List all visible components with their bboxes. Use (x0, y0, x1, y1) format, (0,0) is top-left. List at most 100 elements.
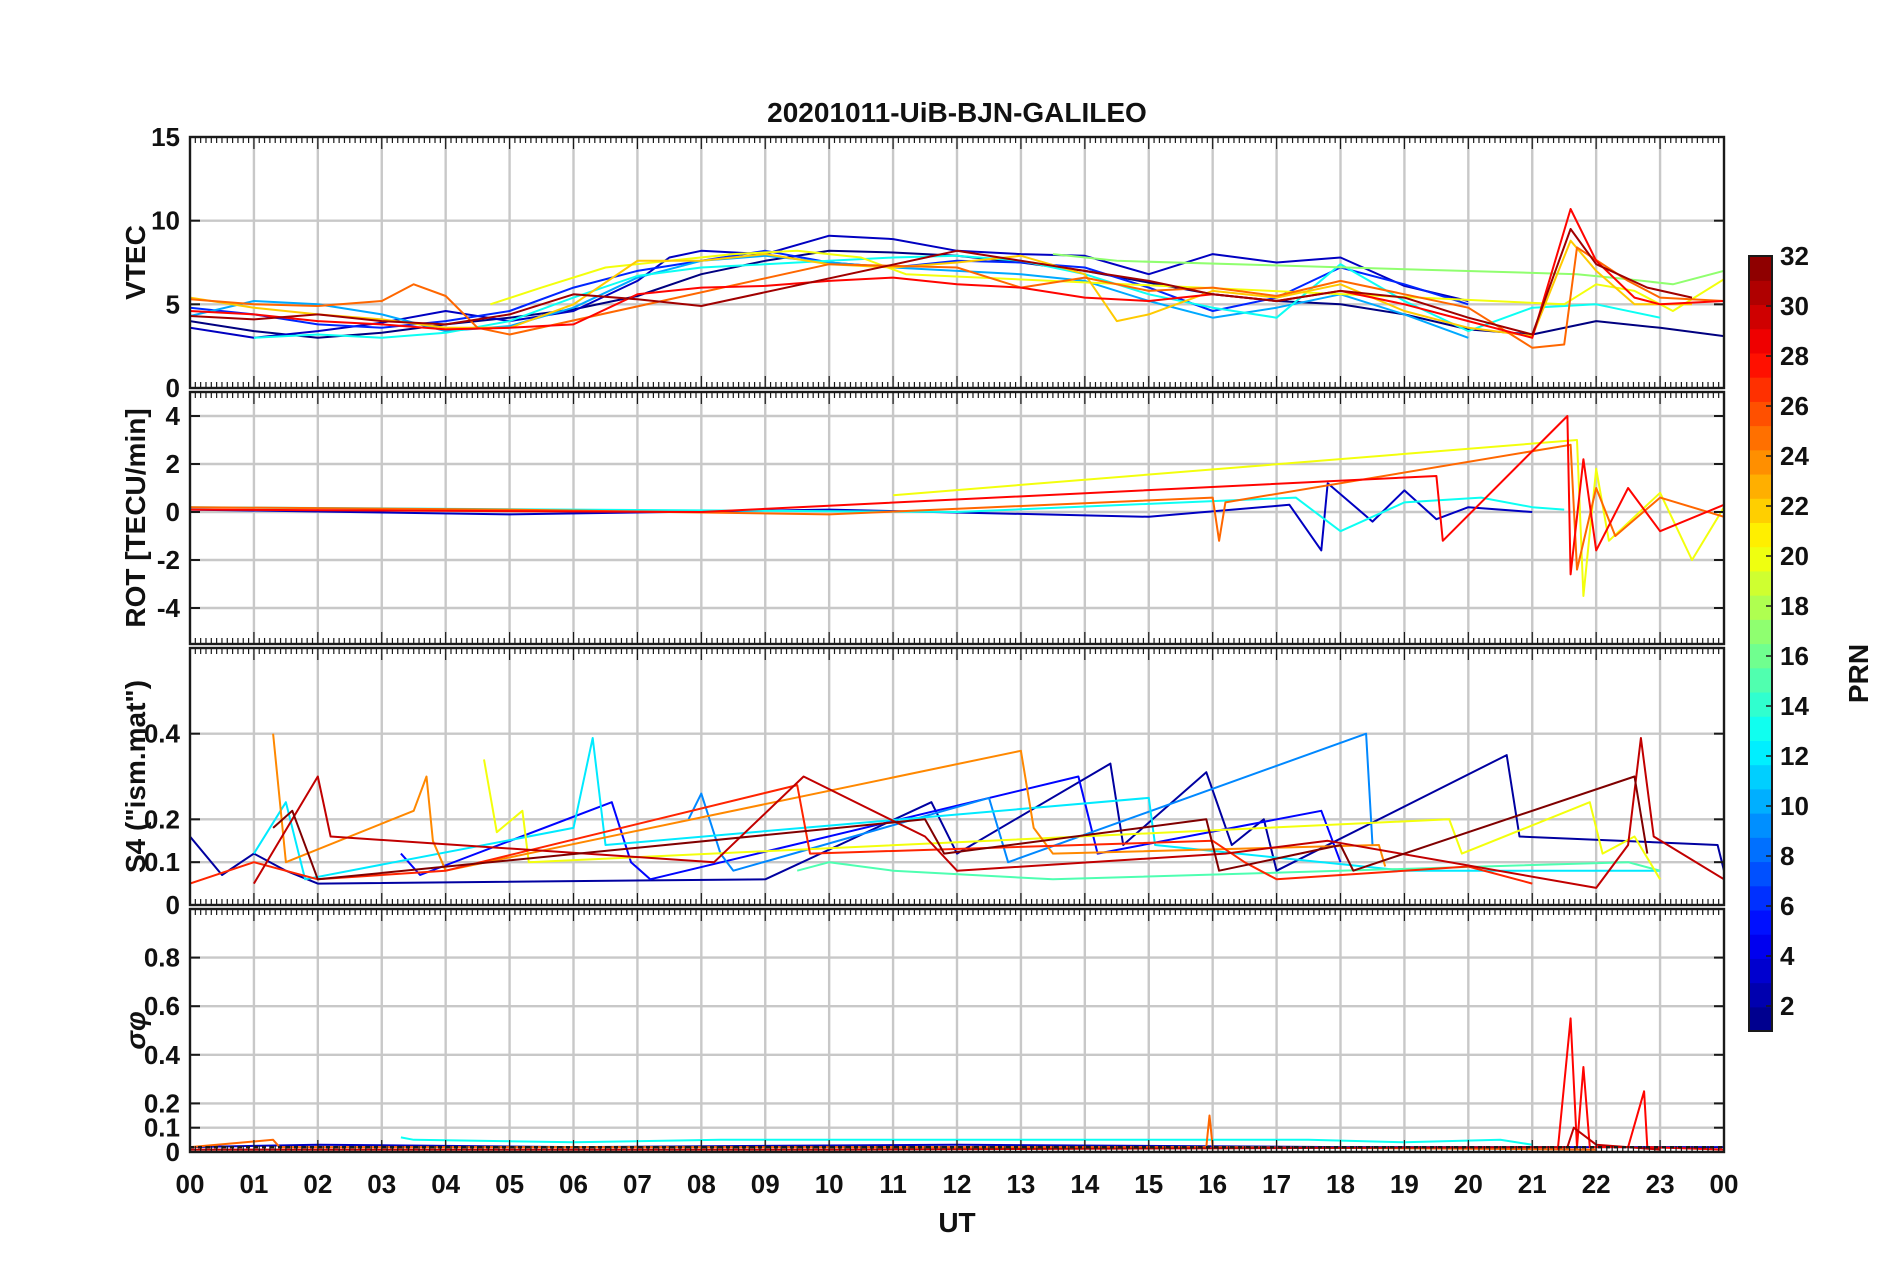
y-tick-label: 0.2 (144, 1088, 180, 1118)
y-tick-label: 0.8 (144, 943, 180, 973)
series-group (190, 415, 1724, 597)
colorbar-segment (1749, 522, 1772, 548)
series-line-prn-13 (400, 1136, 1533, 1146)
colorbar-tick-label: 32 (1780, 241, 1809, 271)
colorbar-tick-label: 4 (1780, 941, 1795, 971)
colorbar-segment (1749, 837, 1772, 863)
series-line-prn-5 (400, 775, 1342, 881)
x-tick-label: 12 (943, 1169, 972, 1199)
y-tick-label: 4 (166, 401, 181, 431)
colorbar-segment (1749, 425, 1772, 451)
panel-frame (188, 646, 1726, 907)
panel-3: 0 0.1 0.2 0.4S4 ("ism.mat") (120, 646, 1726, 920)
series-line-prn-2 (190, 754, 1724, 885)
panel-1: 0 5 10 15 VTEC (120, 122, 1726, 403)
x-tick-label: 18 (1326, 1169, 1355, 1199)
colorbar-segment (1749, 352, 1772, 378)
y-tick-label: 2 (166, 449, 180, 479)
colorbar-tick-label: 2 (1780, 991, 1794, 1021)
colorbar-segment (1749, 304, 1772, 330)
x-tick-label: 03 (367, 1169, 396, 1199)
series-group (190, 208, 1724, 349)
series-line-prn-20 (490, 249, 1724, 312)
colorbar-tick-label: 18 (1780, 591, 1809, 621)
colorbar-segment (1749, 934, 1772, 959)
y-axis-title: ROT [TECU/min] (120, 408, 151, 627)
y-tick-label: 0 (166, 497, 180, 527)
x-tick-label: 02 (303, 1169, 332, 1199)
colorbar-tick-label: 10 (1780, 791, 1809, 821)
series-line-prn-13 (253, 254, 1661, 339)
colorbar-segment (1749, 256, 1772, 281)
colorbar-segment (1749, 619, 1772, 645)
x-tick-label: 13 (1006, 1169, 1035, 1199)
chart-title: 20201011-UiB-BJN-GALILEO (767, 97, 1147, 128)
x-tick-label: 08 (687, 1169, 716, 1199)
colorbar-segment (1749, 546, 1772, 572)
y-tick-label: 0.2 (144, 804, 180, 834)
colorbar-segment (1749, 764, 1772, 790)
x-tick-label: 07 (623, 1169, 652, 1199)
colorbar-segment (1749, 498, 1772, 524)
colorbar-tick-label: 6 (1780, 891, 1794, 921)
colorbar-tick-label: 12 (1780, 741, 1809, 771)
y-tick-label: 0.4 (144, 1040, 181, 1070)
x-tick-label: 05 (495, 1169, 524, 1199)
colorbar-segment (1749, 595, 1772, 620)
panel-frame (188, 907, 1726, 1154)
colorbar-tick-label: 26 (1780, 391, 1809, 421)
panel-frame (188, 135, 1726, 390)
y-tick-label: 0 (166, 1137, 180, 1167)
colorbar-segment (1749, 643, 1772, 669)
y-tick-label: 15 (151, 122, 180, 152)
x-tick-label: 00 (1710, 1169, 1739, 1199)
y-axis-title: σφ (120, 1011, 151, 1049)
x-tick-label: 09 (751, 1169, 780, 1199)
colorbar-segment (1749, 788, 1772, 814)
series-line-prn-3 (190, 234, 1469, 339)
colorbar-segment (1749, 449, 1772, 475)
x-tick-label: 11 (879, 1169, 907, 1199)
colorbar-frame (1748, 255, 1773, 1032)
colorbar-segment (1749, 570, 1772, 596)
x-tick-label: 04 (431, 1169, 460, 1199)
x-axis: 00 01 02 03 04 05 06 07 08 09 10 11 12 13 14 15 16 17 18 19… (176, 1169, 1739, 1199)
colorbar-segment (1749, 885, 1772, 911)
y-tick-label: 0 (166, 890, 180, 920)
colorbar-segment (1749, 716, 1772, 741)
panel-2: -4 -2 0 2 4 ROT [TECU/min] (120, 390, 1726, 646)
series-line-prn-15 (796, 861, 1661, 881)
colorbar-segment (1749, 909, 1772, 935)
y-tick-label: 0.4 (144, 719, 181, 749)
colorbar-segment (1749, 280, 1772, 306)
colorbar-segment (1749, 982, 1772, 1008)
x-tick-label: 10 (815, 1169, 844, 1199)
x-tick-label: 01 (239, 1169, 268, 1199)
series-line-prn-28 (190, 415, 1724, 576)
y-tick-label: 0.1 (144, 1113, 180, 1143)
colorbar-label: PRN (1843, 644, 1874, 703)
colorbar-segment (1749, 473, 1772, 499)
series-group (190, 732, 1724, 889)
colorbar-tick-label: 24 (1780, 441, 1809, 471)
colorbar-tick-label: 14 (1780, 691, 1809, 721)
colorbar-segment (1749, 813, 1772, 838)
colorbar-segment (1749, 667, 1772, 693)
y-tick-label: 0.6 (144, 991, 180, 1021)
colorbar-segment (1749, 377, 1772, 402)
series-line-prn-32 (272, 775, 1649, 881)
y-tick-label: -4 (157, 593, 181, 623)
series-line-prn-27 (190, 784, 1533, 885)
series-line-prn-28 (190, 208, 1724, 339)
series-line-prn-31 (190, 228, 1693, 336)
y-axis-title: S4 ("ism.mat") (120, 680, 151, 873)
colorbar-segment (1749, 328, 1772, 354)
x-tick-label: 19 (1390, 1169, 1419, 1199)
x-axis-title: UT (938, 1207, 975, 1238)
y-axis-title: VTEC (120, 225, 151, 300)
series-line-prn-25 (190, 246, 1724, 349)
colorbar-tick-label: 28 (1780, 341, 1809, 371)
